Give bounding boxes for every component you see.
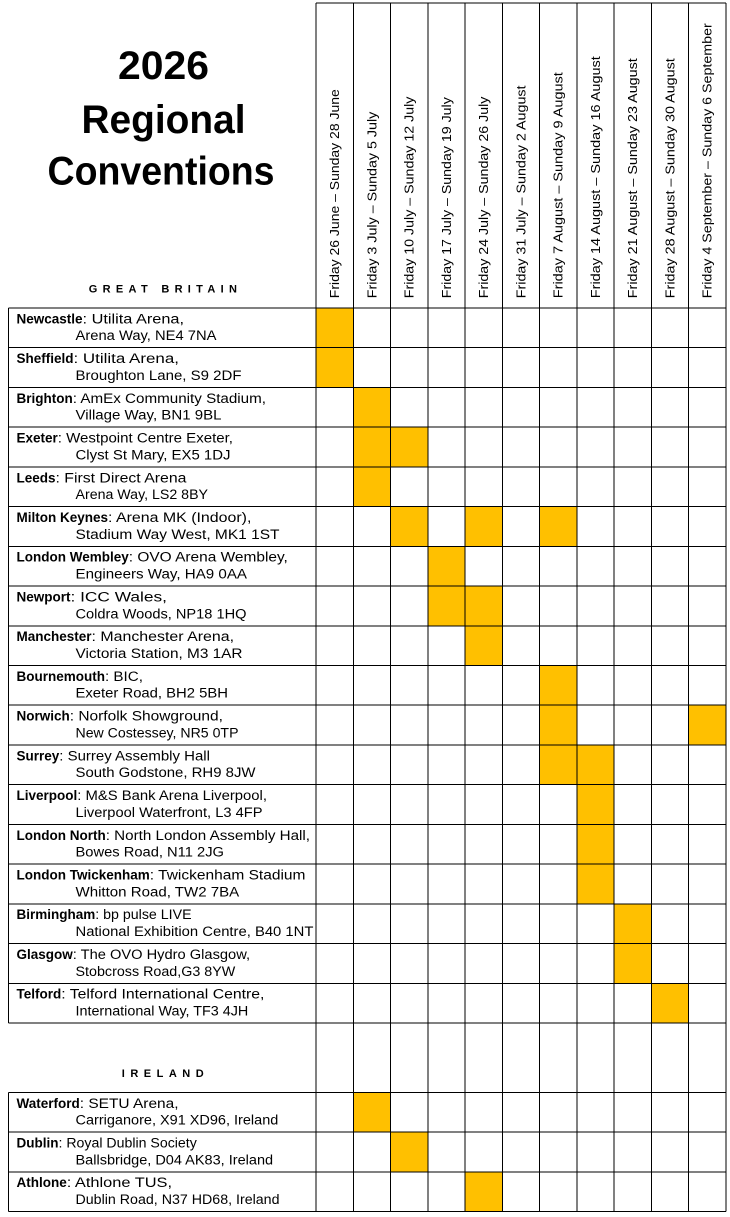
svg-text:: Manchester Arena,: : Manchester Arena,	[92, 629, 235, 644]
svg-text:Regional: Regional	[82, 98, 246, 142]
svg-text:: Arena MK (Indoor),: : Arena MK (Indoor),	[108, 510, 251, 525]
svg-text:Exeter Road, BH2 5BH: Exeter Road, BH2 5BH	[76, 686, 229, 701]
svg-text:London Twickenham: London Twickenham	[17, 868, 150, 883]
svg-text:: Norfolk Showground,: : Norfolk Showground,	[70, 709, 223, 724]
svg-text:Exeter: Exeter	[17, 431, 59, 446]
svg-text:: Utilita Arena,: : Utilita Arena,	[74, 351, 180, 366]
svg-text:Milton Keynes: Milton Keynes	[17, 510, 109, 525]
svg-text:: M&S Bank Arena Liverpool,: : M&S Bank Arena Liverpool,	[77, 788, 267, 803]
svg-text:International Way, TF3 4JH: International Way, TF3 4JH	[76, 1003, 249, 1018]
svg-text:Village Way, BN1 9BL: Village Way, BN1 9BL	[76, 408, 223, 423]
svg-text:Bowes Road, N11 2JG: Bowes Road, N11 2JG	[76, 845, 225, 860]
svg-text:Friday 17 July – Sunday 19 Jul: Friday 17 July – Sunday 19 July	[439, 97, 454, 299]
svg-text:Friday 31 July – Sunday 2 Augu: Friday 31 July – Sunday 2 August	[513, 85, 528, 298]
svg-text:London North: London North	[17, 828, 106, 843]
svg-text:: Surrey Assembly Hall: : Surrey Assembly Hall	[59, 748, 210, 763]
svg-text:Dublin Road, N37 HD68, Ireland: Dublin Road, N37 HD68, Ireland	[76, 1192, 280, 1207]
svg-text:New Costessey, NR5 0TP: New Costessey, NR5 0TP	[76, 725, 239, 740]
svg-text:: Twickenham Stadium: : Twickenham Stadium	[150, 868, 306, 883]
svg-text:: bp pulse LIVE: : bp pulse LIVE	[95, 907, 191, 922]
svg-text:Friday 3 July – Sunday 5 July: Friday 3 July – Sunday 5 July	[364, 111, 379, 298]
svg-text:Liverpool: Liverpool	[17, 788, 78, 803]
svg-text:Newport: Newport	[17, 589, 72, 604]
svg-text:London Wembley: London Wembley	[17, 550, 130, 565]
svg-text:Coldra Woods, NP18 1HQ: Coldra Woods, NP18 1HQ	[76, 606, 247, 621]
svg-text:: OVO Arena Wembley,: : OVO Arena Wembley,	[129, 550, 288, 565]
svg-text:Bournemouth: Bournemouth	[17, 669, 106, 684]
svg-text:: The OVO Hydro Glasgow,: : The OVO Hydro Glasgow,	[73, 947, 250, 962]
svg-text:Dublin: Dublin	[17, 1136, 59, 1151]
svg-text:: AmEx Community Stadium,: : AmEx Community Stadium,	[73, 391, 266, 406]
svg-text:Newcastle: Newcastle	[17, 311, 84, 326]
svg-text:: Westpoint Centre Exeter,: : Westpoint Centre Exeter,	[58, 431, 233, 446]
svg-text:2026: 2026	[118, 44, 209, 88]
svg-text:Arena Way, NE4 7NA: Arena Way, NE4 7NA	[76, 328, 217, 343]
svg-text:Broughton Lane, S9 2DF: Broughton Lane, S9 2DF	[76, 368, 242, 383]
svg-text:Brighton: Brighton	[17, 391, 73, 406]
svg-text:Athlone: Athlone	[17, 1175, 68, 1190]
svg-text:: North London Assembly Hall,: : North London Assembly Hall,	[106, 828, 310, 843]
svg-text:GREAT BRITAIN: GREAT BRITAIN	[89, 284, 242, 296]
svg-text:National Exhibition Centre, B4: National Exhibition Centre, B40 1NT	[76, 924, 314, 939]
svg-text:Friday 7 August – Sunday 9 Aug: Friday 7 August – Sunday 9 August	[551, 72, 566, 298]
svg-text:Friday 10 July – Sunday 12 Jul: Friday 10 July – Sunday 12 July	[402, 96, 417, 298]
svg-text:Friday 28 August – Sunday 30 A: Friday 28 August – Sunday 30 August	[662, 58, 677, 298]
svg-text:: Royal Dublin Society: : Royal Dublin Society	[58, 1136, 197, 1151]
svg-text:Sheffield: Sheffield	[17, 351, 74, 366]
svg-text:: Utilita Arena,: : Utilita Arena,	[83, 311, 184, 326]
svg-text:Birmingham: Birmingham	[17, 907, 96, 922]
svg-text:Friday 24 July – Sunday 26 Jul: Friday 24 July – Sunday 26 July	[476, 96, 491, 298]
svg-text:South Godstone, RH9 8JW: South Godstone, RH9 8JW	[76, 765, 256, 780]
svg-text:IRELAND: IRELAND	[122, 1068, 209, 1080]
svg-text:Liverpool Waterfront, L3 4FP: Liverpool Waterfront, L3 4FP	[76, 805, 263, 820]
svg-text:Glasgow: Glasgow	[17, 947, 74, 962]
svg-text:: SETU Arena,: : SETU Arena,	[80, 1096, 179, 1111]
svg-text:Stobcross Road,G3 8YW: Stobcross Road,G3 8YW	[76, 964, 236, 979]
svg-text:Conventions: Conventions	[48, 150, 275, 194]
svg-text:Friday 26 June – Sunday 28 Jun: Friday 26 June – Sunday 28 June	[327, 89, 342, 298]
svg-text:Ballsbridge, D04 AK83, Ireland: Ballsbridge, D04 AK83, Ireland	[76, 1152, 274, 1167]
svg-text:Whitton Road, TW2 7BA: Whitton Road, TW2 7BA	[76, 884, 240, 899]
svg-text:Engineers Way, HA9 0AA: Engineers Way, HA9 0AA	[76, 567, 248, 582]
svg-text:Norwich: Norwich	[17, 709, 70, 724]
svg-text:Carriganore, X91 XD96, Ireland: Carriganore, X91 XD96, Ireland	[76, 1113, 279, 1128]
svg-text:Friday 4 September – Sunday 6: Friday 4 September – Sunday 6 September	[700, 22, 715, 298]
svg-text:: ICC Wales,: : ICC Wales,	[71, 589, 168, 604]
svg-text:Arena Way, LS2 8BY: Arena Way, LS2 8BY	[76, 487, 209, 502]
svg-text:Leeds: Leeds	[17, 470, 56, 485]
svg-text:Friday 21 August – Sunday 23 A: Friday 21 August – Sunday 23 August	[625, 58, 640, 298]
svg-text:Victoria Station, M3 1AR: Victoria Station, M3 1AR	[76, 646, 243, 661]
svg-text:: BIC,: : BIC,	[105, 669, 143, 684]
svg-text:Waterford: Waterford	[17, 1096, 80, 1111]
svg-text:Manchester: Manchester	[17, 629, 93, 644]
svg-text:Stadium Way West, MK1 1ST: Stadium Way West, MK1 1ST	[76, 527, 280, 542]
svg-text:: Athlone TUS,: : Athlone TUS,	[67, 1175, 172, 1190]
svg-text:Telford: Telford	[17, 987, 62, 1002]
svg-text:: Telford International Centre: : Telford International Centre,	[61, 987, 264, 1002]
svg-text:Clyst St Mary, EX5 1DJ: Clyst St Mary, EX5 1DJ	[76, 447, 231, 462]
svg-text:Friday 14 August – Sunday 16 A: Friday 14 August – Sunday 16 August	[588, 56, 603, 298]
svg-text:: First Direct Arena: : First Direct Arena	[56, 470, 187, 485]
svg-text:Surrey: Surrey	[17, 748, 60, 763]
